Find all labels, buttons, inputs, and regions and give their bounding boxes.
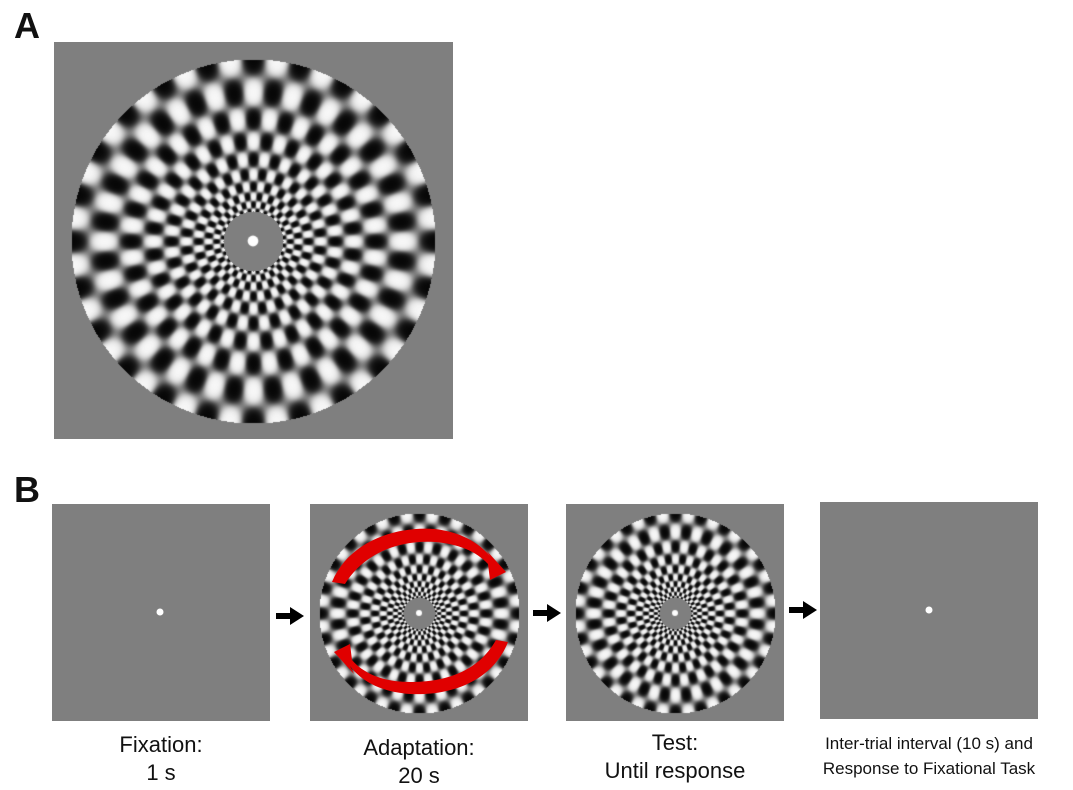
panel-a-stimulus-frame (54, 42, 453, 439)
caption-adaptation-label: Adaptation: (363, 735, 475, 760)
iti-frame (820, 502, 1038, 719)
sequence-arrow-1-icon (276, 607, 304, 625)
caption-fixation-label: Fixation: (119, 732, 203, 757)
rotation-arrows (332, 528, 508, 695)
fixation-display (156, 608, 164, 616)
caption-fixation-duration: 1 s (146, 760, 176, 785)
panel-a-label: A (14, 5, 40, 46)
caption-test: Test: Until response (566, 729, 784, 785)
caption-test-duration: Until response (604, 758, 746, 783)
checkerboard-stimulus-test (566, 504, 784, 721)
fixation-frame (52, 504, 270, 721)
caption-test-label: Test: (651, 730, 699, 755)
adaptation-frame (310, 504, 528, 721)
caption-fixation: Fixation: 1 s (52, 731, 270, 787)
caption-iti-line2: Response to Fixational Task (822, 759, 1036, 778)
sequence-arrow-2-icon (533, 604, 561, 622)
caption-adaptation-duration: 20 s (398, 763, 440, 788)
fixation-dot-icon (925, 606, 933, 614)
panel-b-label: B (14, 469, 40, 510)
checkerboard-stimulus-large (54, 42, 453, 439)
caption-adaptation: Adaptation: 20 s (310, 734, 528, 790)
fixation-dot-icon (156, 608, 164, 616)
test-frame (566, 504, 784, 721)
sequence-arrow-3-icon (789, 601, 817, 619)
caption-iti: Inter-trial interval (10 s) and Response… (790, 731, 1068, 781)
rotation-arrow-bottom-icon (334, 640, 508, 695)
caption-iti-line1: Inter-trial interval (10 s) and (825, 734, 1033, 753)
rotation-arrow-top-icon (332, 528, 506, 584)
iti-display (925, 606, 933, 614)
